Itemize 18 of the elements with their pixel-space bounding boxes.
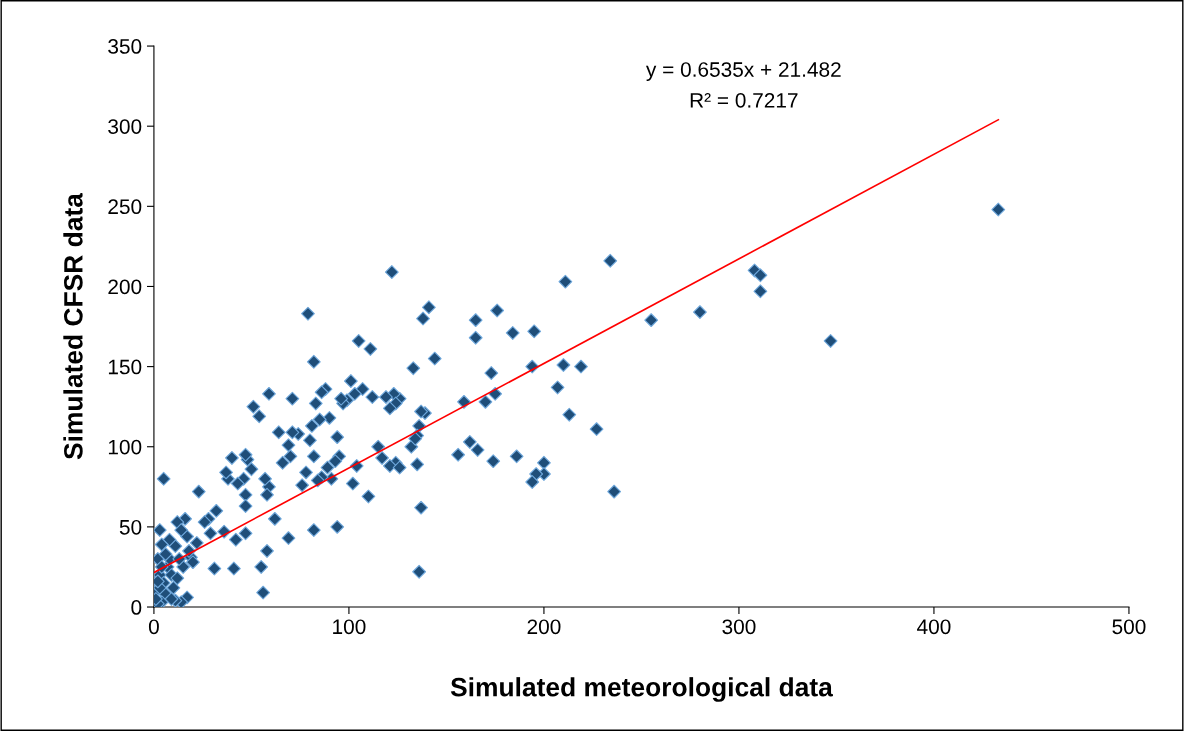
x-tick-label: 500 [1112,619,1146,635]
x-axis-title: Simulated meteorological data [450,677,833,702]
annotation: R² = 0.7217 [690,92,798,108]
y-tick-label: 300 [108,119,142,134]
x-tick-label: 100 [333,619,366,635]
y-tick-label: 50 [119,519,142,535]
y-tick-label: 0 [131,600,142,615]
y-tick-label: 350 [108,39,142,54]
x-tick-label: 300 [722,619,756,635]
x-tick-label: 200 [527,619,561,635]
annotation: y = 0.6535x + 21.482 [645,62,841,82]
y-tick-label: 100 [108,439,142,455]
x-tick-label: 0 [148,619,159,635]
y-tick-label: 150 [108,359,142,375]
y-axis-title: Simulated CFSR data [63,192,83,460]
y-tick-label: 200 [108,279,142,295]
x-tick-label: 400 [917,619,951,635]
y-tick-label: 250 [108,199,142,215]
